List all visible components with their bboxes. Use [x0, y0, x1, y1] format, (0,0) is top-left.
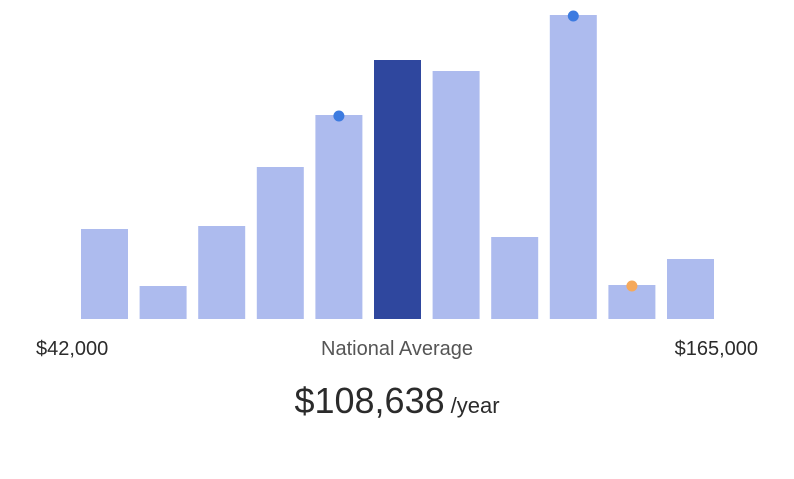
range-max-label: $165,000 [674, 338, 758, 360]
average-salary-value: $108,638 [294, 380, 445, 421]
histogram-bar [549, 15, 597, 319]
histogram-bar [139, 286, 187, 319]
histogram-bar [491, 237, 539, 319]
bar-marker-dot [626, 280, 638, 292]
salary-distribution-chart [81, 10, 714, 319]
bar-marker-dot [567, 10, 579, 22]
range-min-label: $42,000 [36, 338, 109, 360]
average-salary: $108,638/year [0, 380, 794, 422]
bar-marker-dot [333, 110, 345, 122]
histogram-bar [81, 229, 128, 319]
histogram-bar [198, 226, 246, 319]
national-average-label: National Average [321, 338, 473, 360]
histogram-bar [667, 259, 714, 319]
average-salary-unit: /year [450, 393, 500, 418]
highlight-bar [374, 60, 421, 319]
histogram-bar [432, 71, 480, 319]
histogram-bar [256, 167, 304, 319]
histogram-bar [315, 115, 363, 319]
